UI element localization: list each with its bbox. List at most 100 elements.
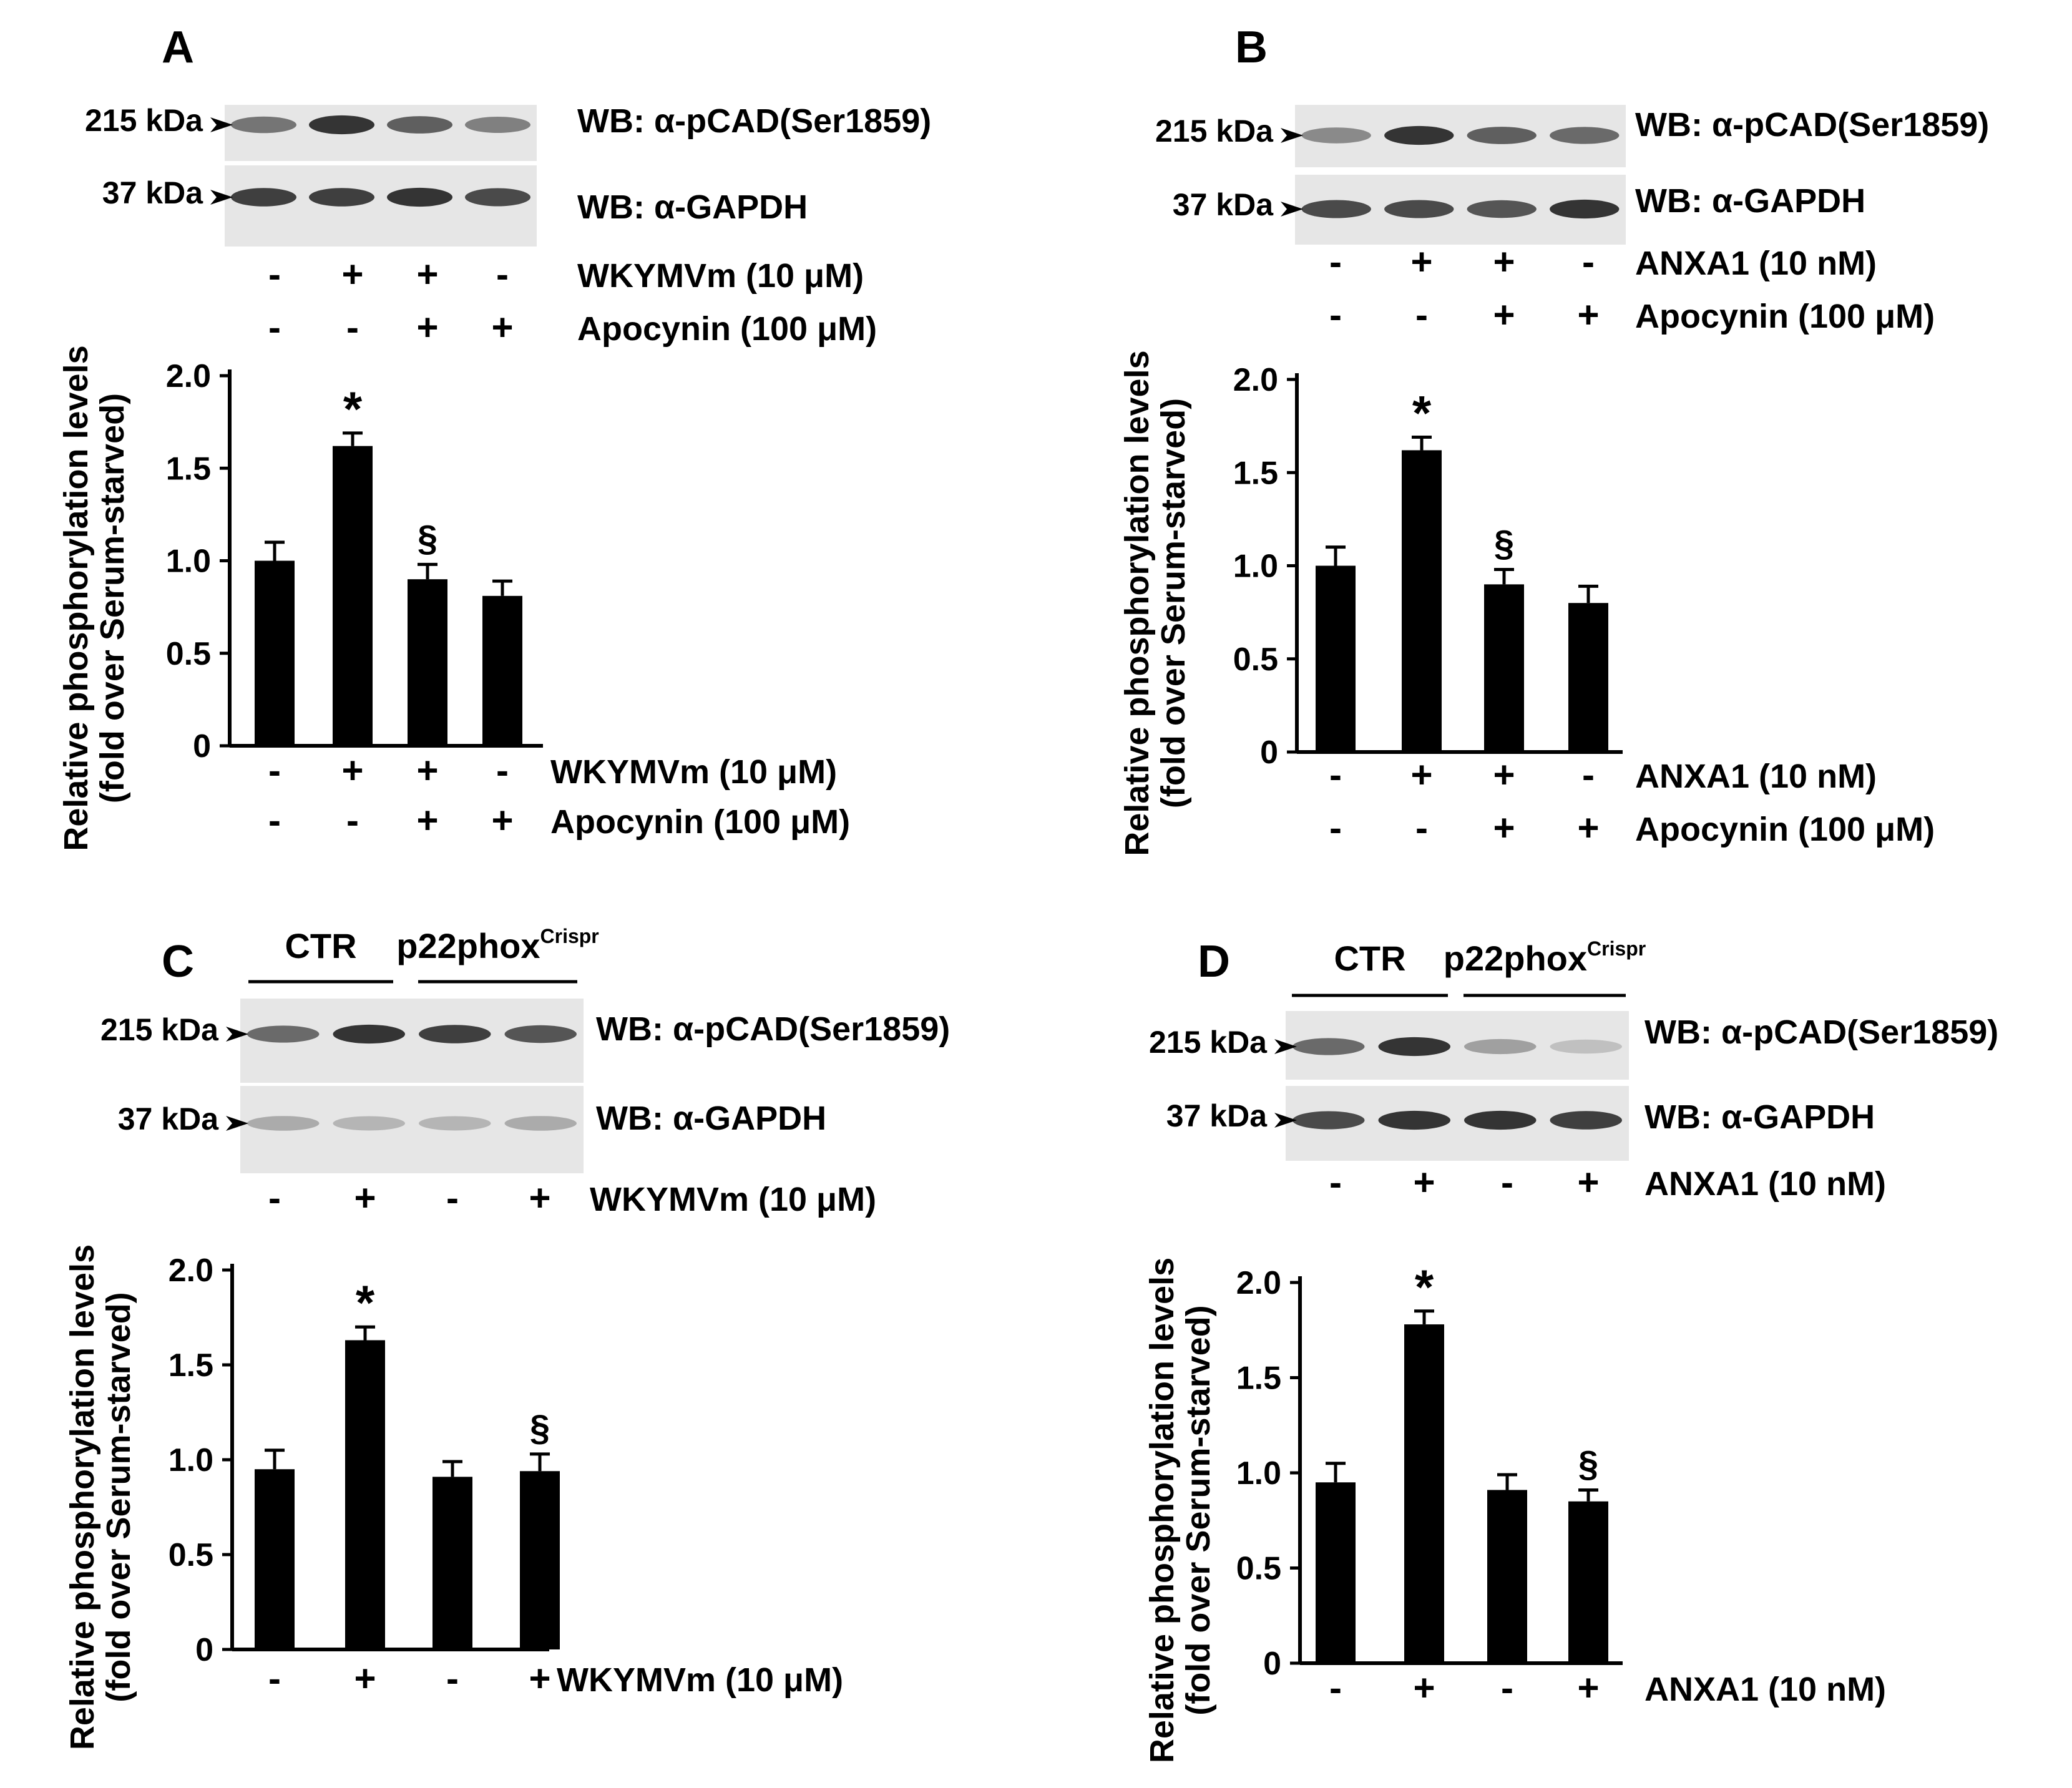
treatment-sign: - [1501, 1161, 1513, 1203]
significance-marker: * [1412, 386, 1432, 441]
x-axis-treatment-sign: + [1577, 807, 1599, 849]
treatment-sign: + [1577, 294, 1599, 336]
y-axis-label: (fold over Serum-starved) [94, 393, 131, 803]
treatment-sign: + [1413, 1161, 1435, 1203]
blot-band [419, 1025, 491, 1043]
treatment-sign: - [496, 253, 509, 295]
x-axis-treatment-sign: - [1501, 1667, 1513, 1709]
x-axis-treatment-sign: + [529, 1658, 550, 1699]
y-tick-label: 1.0 [1236, 1455, 1281, 1492]
treatment-sign: - [1582, 241, 1595, 283]
blot-band [247, 1116, 320, 1131]
x-axis-treatment-label: ANXA1 (10 nM) [1635, 758, 1877, 795]
treatment-sign: + [529, 1177, 550, 1219]
x-axis-treatment-sign: - [346, 799, 359, 841]
bar-chart: * § 0 0.5 1.0 1.5 2.0 Relative phosphorylation … [1143, 1258, 1886, 1763]
y-axis-label: Relative phosphorylation levels [57, 345, 95, 851]
x-axis-treatment-sign: - [1329, 1667, 1342, 1709]
y-axis-label: Relative phosphorylation levels [64, 1244, 101, 1750]
x-axis-treatment-sign: - [1329, 754, 1342, 796]
group-label: p22phoxCrispr [396, 925, 599, 965]
arrowhead-icon [1281, 128, 1303, 143]
bar [482, 595, 522, 746]
x-axis-treatment-sign: + [354, 1658, 376, 1699]
blot-band [1464, 1110, 1537, 1130]
treatment-sign: + [354, 1177, 376, 1219]
bar [432, 1477, 472, 1649]
x-axis-treatment-sign: + [1410, 754, 1432, 796]
treatment-sign: + [1410, 241, 1432, 283]
y-tick-label: 0 [193, 728, 211, 765]
y-axis-label: Relative phosphorylation levels [1143, 1258, 1181, 1763]
panel-letter: A [162, 22, 194, 72]
molecular-weight-marker: 37 kDa [118, 1102, 219, 1136]
treatment-sign: - [1415, 294, 1428, 336]
blot-band [1550, 1039, 1622, 1054]
arrowhead-icon [1274, 1113, 1297, 1128]
treatment-sign: - [268, 253, 281, 295]
blot-band [1384, 125, 1454, 145]
arrowhead-icon [226, 1116, 248, 1131]
x-axis-treatment-label: Apocynin (100 μM) [1635, 811, 1935, 848]
blot-band [419, 1116, 491, 1131]
y-tick-label: 1.5 [1236, 1361, 1281, 1397]
arrowhead-icon [210, 117, 233, 132]
treatment-sign: + [416, 253, 438, 295]
blot-band [1293, 1038, 1365, 1055]
treatment-label: Apocynin (100 μM) [577, 310, 877, 348]
blot-antibody-label: WB: α-GAPDH [577, 188, 808, 226]
x-axis-treatment-sign: + [491, 799, 513, 841]
blot-band [1550, 199, 1620, 219]
significance-marker: * [356, 1275, 375, 1330]
group-label-superscript: Crispr [1587, 937, 1646, 960]
group-label-text: p22phox [1444, 939, 1587, 978]
x-axis-treatment-sign: + [1577, 1667, 1599, 1709]
x-axis-treatment-sign: - [446, 1658, 459, 1699]
y-tick-label: 0.5 [1233, 642, 1278, 678]
bar-chart: * § 0 0.5 1.0 1.5 2.0 Relative phosphorylation … [1118, 350, 1935, 856]
x-axis-treatment-sign: + [1493, 754, 1515, 796]
panel-letter: C [162, 937, 194, 987]
blot-band [231, 116, 296, 134]
bar [520, 1471, 560, 1649]
arrowhead-icon [226, 1027, 248, 1042]
treatment-sign: - [1329, 241, 1342, 283]
bar-chart: * § 0 0.5 1.0 1.5 2.0 Relative phosphorylation … [64, 1244, 843, 1750]
significance-marker: § [1494, 523, 1514, 564]
blot-strip [225, 165, 537, 247]
blot-band [504, 1116, 577, 1131]
panel-letter: B [1235, 22, 1268, 72]
x-axis-treatment-label: WKYMVm (10 μM) [557, 1661, 843, 1699]
molecular-weight-marker: 37 kDa [102, 175, 203, 210]
bar [255, 560, 295, 746]
x-axis-treatment-label: Apocynin (100 μM) [550, 803, 850, 841]
molecular-weight-marker: 37 kDa [1166, 1098, 1268, 1133]
significance-marker: § [530, 1408, 550, 1448]
y-tick-label: 0 [1263, 1646, 1281, 1682]
blot-antibody-label: WB: α-pCAD(Ser1859) [577, 102, 931, 140]
blot-band [387, 187, 452, 207]
significance-marker: * [343, 381, 363, 436]
y-tick-label: 2.0 [166, 358, 211, 394]
y-axis-label: Relative phosphorylation levels [1118, 350, 1156, 856]
blot-band [465, 117, 530, 133]
molecular-weight-marker: 215 kDa [1149, 1025, 1268, 1060]
treatment-sign: - [1329, 294, 1342, 336]
y-tick-label: 1.5 [169, 1347, 213, 1384]
bar [1568, 603, 1608, 752]
blot-band [1464, 1038, 1537, 1055]
blot-band [333, 1116, 405, 1131]
treatment-label: ANXA1 (10 nM) [1644, 1165, 1886, 1203]
blot-band [1378, 1037, 1450, 1057]
blot-band [247, 1025, 320, 1043]
blot-band [1301, 127, 1371, 144]
blot-band [387, 116, 452, 134]
treatment-sign: - [446, 1177, 459, 1219]
blot-antibody-label: WB: α-GAPDH [1635, 182, 1865, 220]
treatment-sign: + [1493, 294, 1515, 336]
y-tick-label: 1.0 [166, 544, 211, 580]
molecular-weight-marker: 215 kDa [1155, 114, 1274, 149]
treatment-label: ANXA1 (10 nM) [1635, 245, 1877, 282]
panel-d: D CTR p22phoxCrispr 215 kDa WB: α-pCAD(Ser18… [1143, 937, 1998, 1763]
